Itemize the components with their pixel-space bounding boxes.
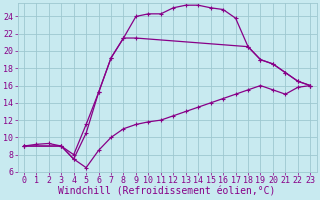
X-axis label: Windchill (Refroidissement éolien,°C): Windchill (Refroidissement éolien,°C) [58,187,276,197]
